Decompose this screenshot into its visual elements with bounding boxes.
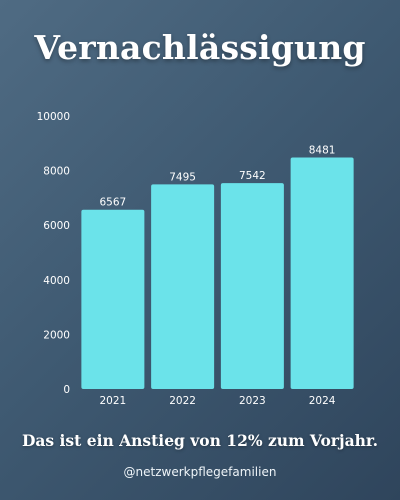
x-tick-label: 2024 bbox=[309, 395, 336, 407]
data-label: 8481 bbox=[309, 144, 336, 156]
bar-chart-svg: 0 2000 4000 6000 8000 10000 6567 2021 7495 2022 75… bbox=[37, 111, 354, 407]
y-tick-label: 0 bbox=[63, 384, 70, 396]
data-label: 7542 bbox=[239, 170, 266, 182]
data-label: 6567 bbox=[100, 197, 127, 209]
y-tick-label: 8000 bbox=[43, 166, 70, 178]
bar-chart: 0 2000 4000 6000 8000 10000 6567 2021 7495 2022 75… bbox=[0, 100, 400, 420]
y-tick-label: 4000 bbox=[43, 275, 70, 287]
data-label: 7495 bbox=[169, 171, 196, 183]
chart-title: Vernachlässigung bbox=[34, 28, 366, 67]
social-handle: @netzwerkpflegefamilien bbox=[123, 465, 277, 479]
bar-2022 bbox=[151, 184, 215, 389]
bar-2024 bbox=[290, 157, 354, 389]
caption-text: Das ist ein Anstieg von 12% zum Vorjahr. bbox=[21, 431, 379, 450]
y-tick-label: 10000 bbox=[37, 111, 70, 123]
y-tick-label: 6000 bbox=[43, 220, 70, 232]
bar-2021 bbox=[81, 209, 145, 389]
y-tick-label: 2000 bbox=[43, 329, 70, 341]
bar-2023 bbox=[220, 183, 284, 389]
x-tick-label: 2023 bbox=[239, 395, 266, 407]
x-tick-label: 2022 bbox=[169, 395, 196, 407]
x-tick-label: 2021 bbox=[100, 395, 127, 407]
